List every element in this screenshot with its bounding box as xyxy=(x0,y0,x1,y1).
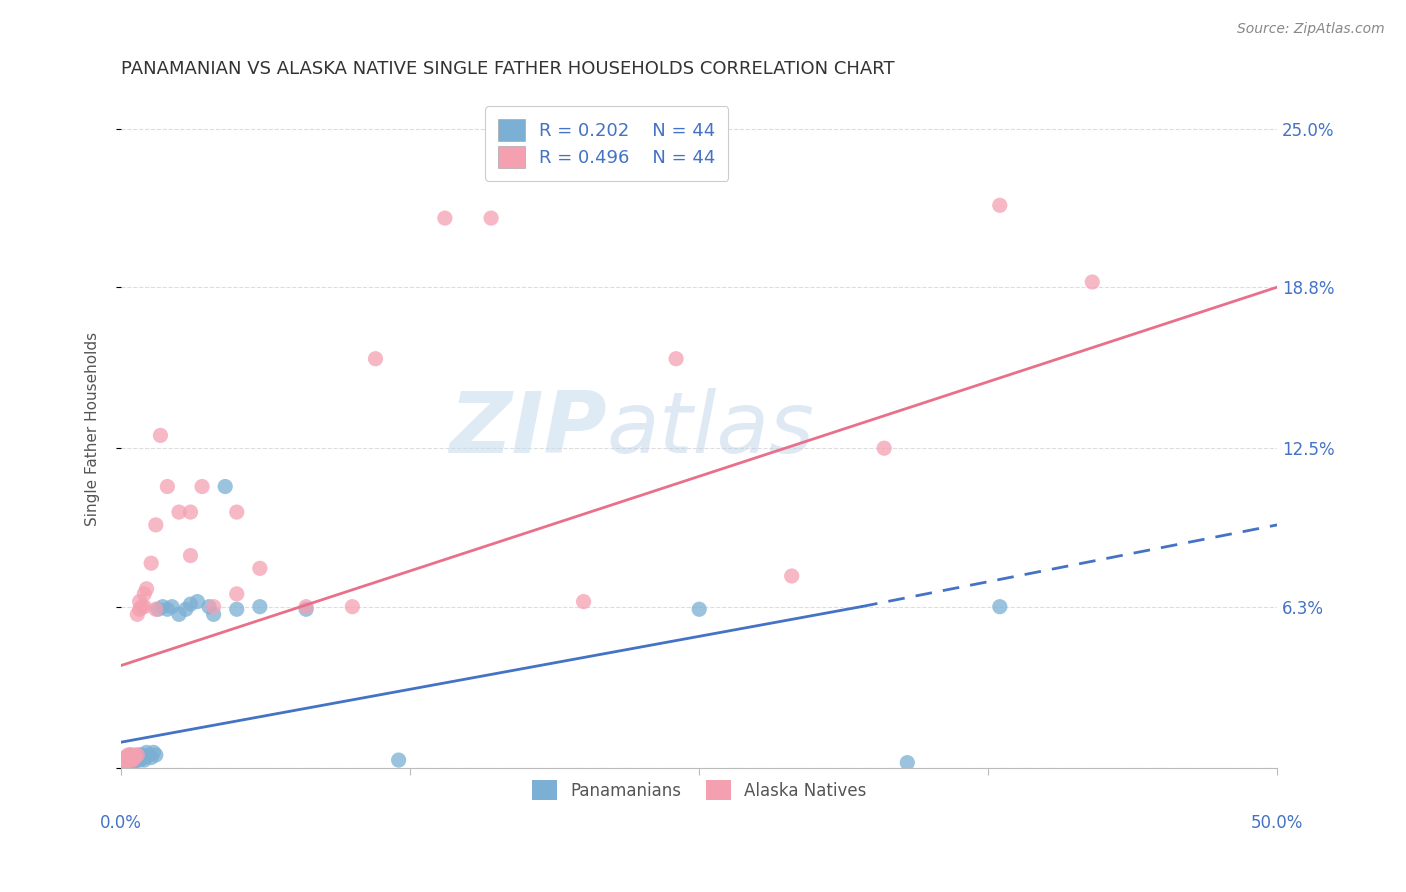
Point xyxy=(121,753,143,767)
Y-axis label: Single Father Households: Single Father Households xyxy=(86,332,100,526)
Text: Source: ZipAtlas.com: Source: ZipAtlas.com xyxy=(1237,22,1385,37)
Point xyxy=(988,198,1011,212)
Text: atlas: atlas xyxy=(607,387,814,470)
Point xyxy=(134,753,156,767)
Point xyxy=(121,756,143,770)
Point xyxy=(134,587,156,601)
Point xyxy=(114,750,136,764)
Point xyxy=(433,211,456,225)
Text: 0.0%: 0.0% xyxy=(100,814,142,831)
Point xyxy=(120,753,142,767)
Point xyxy=(145,517,167,532)
Point xyxy=(156,602,179,616)
Point xyxy=(174,602,197,616)
Point xyxy=(152,599,174,614)
Point xyxy=(124,750,146,764)
Point xyxy=(160,599,183,614)
Point xyxy=(198,599,221,614)
Point xyxy=(134,750,156,764)
Point xyxy=(141,750,163,764)
Point xyxy=(128,753,150,767)
Point xyxy=(112,756,135,770)
Point xyxy=(225,602,247,616)
Point xyxy=(127,747,149,762)
Point xyxy=(479,211,502,225)
Point xyxy=(138,747,160,762)
Point xyxy=(124,750,146,764)
Point xyxy=(127,607,149,622)
Point xyxy=(295,599,318,614)
Point xyxy=(117,750,139,764)
Point xyxy=(117,753,139,767)
Point xyxy=(149,428,172,442)
Point xyxy=(121,753,143,767)
Point xyxy=(214,479,236,493)
Point xyxy=(191,479,214,493)
Point xyxy=(186,594,208,608)
Point xyxy=(135,746,157,760)
Point xyxy=(121,750,143,764)
Point xyxy=(156,479,179,493)
Point xyxy=(225,505,247,519)
Point xyxy=(127,750,149,764)
Point xyxy=(145,747,167,762)
Point xyxy=(145,602,167,616)
Point xyxy=(117,747,139,762)
Point xyxy=(128,747,150,762)
Text: PANAMANIAN VS ALASKA NATIVE SINGLE FATHER HOUSEHOLDS CORRELATION CHART: PANAMANIAN VS ALASKA NATIVE SINGLE FATHE… xyxy=(121,60,894,78)
Point xyxy=(665,351,688,366)
Point xyxy=(135,582,157,596)
Point xyxy=(124,747,146,762)
Point xyxy=(134,599,156,614)
Point xyxy=(112,753,135,767)
Point xyxy=(142,746,165,760)
Point xyxy=(225,587,247,601)
Point xyxy=(124,753,146,767)
Point xyxy=(179,549,201,563)
Point xyxy=(117,753,139,767)
Point xyxy=(572,594,595,608)
Point xyxy=(120,747,142,762)
Point xyxy=(342,599,364,614)
Point xyxy=(202,607,225,622)
Point xyxy=(780,569,803,583)
Point xyxy=(114,758,136,772)
Point xyxy=(120,753,142,767)
Point xyxy=(1081,275,1104,289)
Point xyxy=(167,607,190,622)
Point xyxy=(128,602,150,616)
Point xyxy=(114,750,136,764)
Point xyxy=(249,599,271,614)
Point xyxy=(146,602,169,616)
Point xyxy=(179,597,201,611)
Point xyxy=(117,756,139,770)
Point xyxy=(179,505,201,519)
Text: ZIP: ZIP xyxy=(449,387,607,470)
Point xyxy=(127,753,149,767)
Point xyxy=(202,599,225,614)
Point xyxy=(128,594,150,608)
Point xyxy=(249,561,271,575)
Text: 50.0%: 50.0% xyxy=(1251,814,1303,831)
Point xyxy=(120,747,142,762)
Point xyxy=(896,756,918,770)
Point xyxy=(112,753,135,767)
Point xyxy=(167,505,190,519)
Legend: Panamanians, Alaska Natives: Panamanians, Alaska Natives xyxy=(524,773,873,807)
Point xyxy=(141,556,163,570)
Point xyxy=(131,747,153,762)
Point xyxy=(388,753,411,767)
Point xyxy=(112,756,135,770)
Point xyxy=(364,351,387,366)
Point xyxy=(988,599,1011,614)
Point xyxy=(688,602,710,616)
Point xyxy=(873,441,896,455)
Point xyxy=(114,756,136,770)
Point xyxy=(131,599,153,614)
Point xyxy=(131,750,153,764)
Point xyxy=(295,602,318,616)
